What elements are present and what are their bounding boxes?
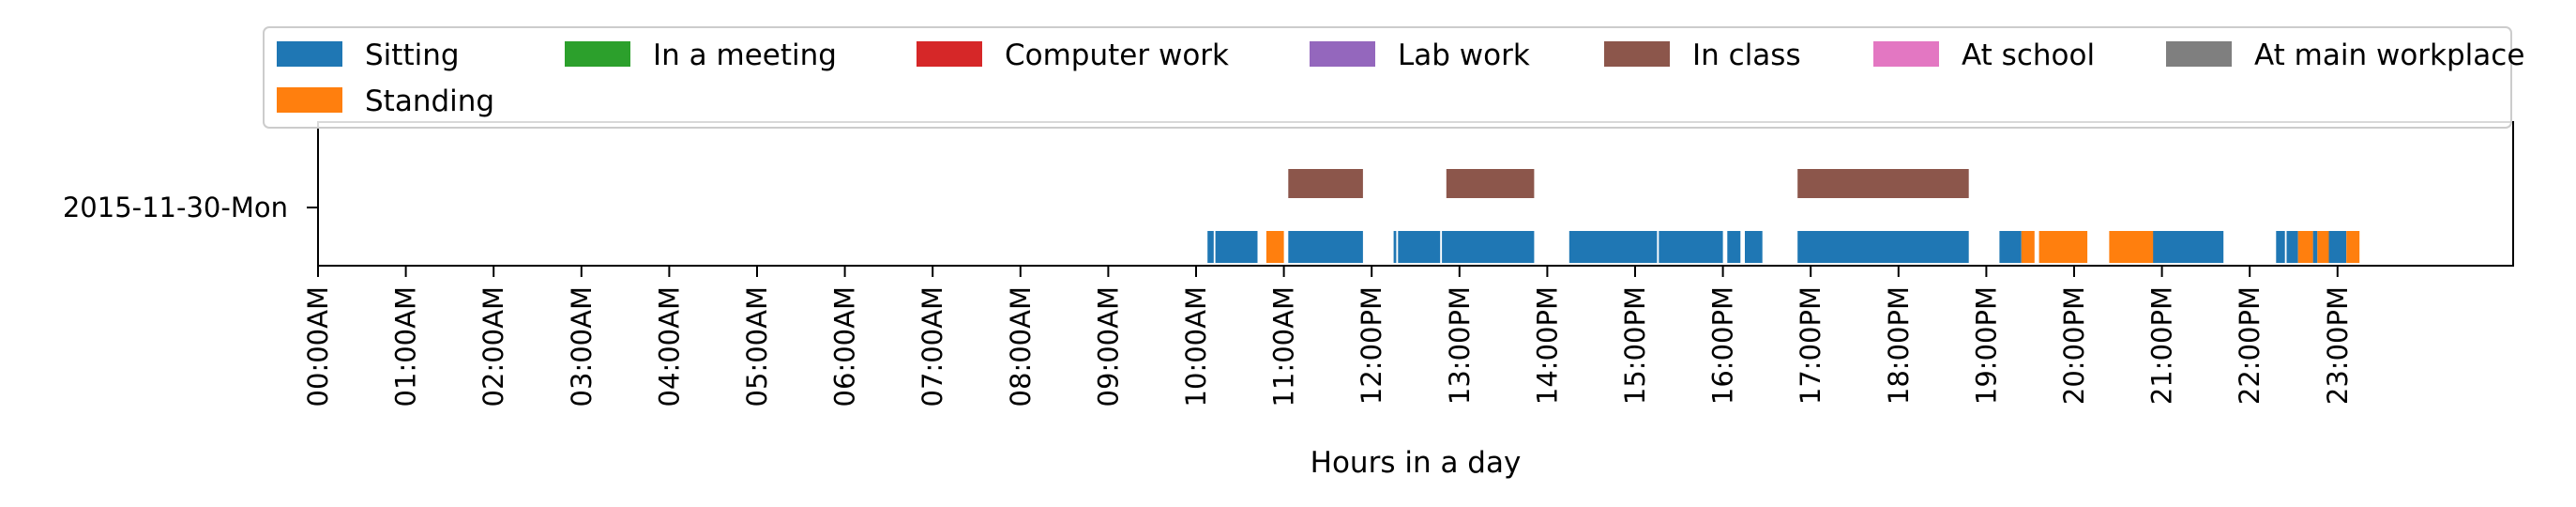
legend-label: At main workplace bbox=[2254, 38, 2524, 72]
legend-swatch bbox=[2166, 41, 2232, 67]
x-tick-label: 03:00AM bbox=[566, 286, 598, 407]
bar-standing-0 bbox=[1265, 231, 1284, 263]
legend-label: Lab work bbox=[1398, 38, 1530, 72]
y-tick-label: 2015-11-30-Mon bbox=[63, 192, 288, 223]
legend: Sitting Standing In a meeting Computer work… bbox=[263, 26, 2524, 129]
x-axis-ticks: 00:00AM 01:00AM 02:00AM 03:00AM 04:00AM 05:00… bbox=[302, 266, 2354, 407]
legend-label: In a meeting bbox=[653, 38, 837, 72]
x-tick-label: 08:00AM bbox=[1005, 286, 1037, 407]
bar-standing-6 bbox=[2346, 231, 2360, 263]
bar-sitting-8 bbox=[1727, 231, 1741, 263]
bar-standing-5 bbox=[2317, 231, 2329, 263]
x-axis-label: Hours in a day bbox=[1311, 446, 1522, 480]
x-tick-label: 10:00AM bbox=[1180, 286, 1212, 407]
x-tick-label: 12:00PM bbox=[1356, 286, 1387, 405]
legend-swatch bbox=[917, 41, 982, 67]
legend-swatch bbox=[277, 87, 342, 113]
bar-standing-4 bbox=[2297, 231, 2313, 263]
x-tick-label: 07:00AM bbox=[917, 286, 948, 407]
legend-label: Sitting bbox=[365, 38, 460, 72]
bar-sitting-12 bbox=[2148, 231, 2224, 263]
legend-label: In class bbox=[1692, 38, 1801, 72]
x-tick-label: 23:00PM bbox=[2322, 286, 2354, 405]
legend-label: At school bbox=[1962, 38, 2095, 72]
bar-in-class-0 bbox=[1288, 169, 1363, 198]
bar-sitting-14 bbox=[2286, 231, 2298, 263]
x-tick-label: 02:00AM bbox=[477, 286, 509, 407]
x-tick-label: 01:00AM bbox=[390, 286, 422, 407]
bar-sitting-13 bbox=[2276, 231, 2285, 263]
bar-standing-3 bbox=[2109, 231, 2154, 263]
legend-swatch bbox=[277, 41, 342, 67]
x-tick-label: 19:00PM bbox=[1970, 286, 2002, 405]
x-tick-label: 04:00AM bbox=[653, 286, 685, 407]
bar-sitting-6 bbox=[1568, 231, 1658, 263]
legend-swatch bbox=[1310, 41, 1375, 67]
bar-sitting-15 bbox=[2312, 231, 2318, 263]
bar-sitting-5 bbox=[1442, 231, 1535, 263]
x-tick-label: 06:00AM bbox=[829, 286, 861, 407]
x-tick-label: 20:00PM bbox=[2058, 286, 2090, 405]
bar-standing-1 bbox=[2021, 231, 2035, 263]
bar-sitting-9 bbox=[1745, 231, 1763, 263]
y-axis-ticks: 2015-11-30-Mon bbox=[63, 192, 318, 223]
bar-sitting-11 bbox=[1999, 231, 2022, 263]
x-tick-label: 21:00PM bbox=[2146, 286, 2178, 405]
x-tick-label: 00:00AM bbox=[302, 286, 334, 407]
bar-sitting-10 bbox=[1797, 231, 1969, 263]
legend-box bbox=[263, 26, 2512, 129]
x-tick-label: 17:00PM bbox=[1795, 286, 1826, 405]
x-tick-label: 16:00PM bbox=[1707, 286, 1739, 405]
x-tick-label: 14:00PM bbox=[1531, 286, 1563, 405]
bar-sitting-2 bbox=[1288, 231, 1363, 263]
bar-in-class-2 bbox=[1797, 169, 1969, 198]
bar-sitting-1 bbox=[1215, 231, 1258, 263]
legend-label: Standing bbox=[365, 84, 494, 118]
bar-sitting-16 bbox=[2328, 231, 2347, 263]
x-tick-label: 22:00PM bbox=[2234, 286, 2265, 405]
bar-sitting-7 bbox=[1659, 231, 1723, 263]
x-tick-label: 15:00PM bbox=[1619, 286, 1651, 405]
legend-swatch bbox=[1873, 41, 1939, 67]
bar-standing-2 bbox=[2038, 231, 2088, 263]
bar-sitting-3 bbox=[1393, 231, 1397, 263]
x-tick-label: 05:00AM bbox=[741, 286, 773, 407]
legend-swatch bbox=[565, 41, 630, 67]
x-tick-label: 18:00PM bbox=[1883, 286, 1915, 405]
activity-bars bbox=[1207, 169, 2360, 263]
bar-sitting-4 bbox=[1398, 231, 1441, 263]
x-tick-label: 09:00AM bbox=[1092, 286, 1124, 407]
bar-sitting-0 bbox=[1207, 231, 1214, 263]
x-tick-label: 11:00AM bbox=[1268, 286, 1300, 407]
legend-label: Computer work bbox=[1005, 38, 1229, 72]
legend-swatch bbox=[1604, 41, 1670, 67]
bar-in-class-1 bbox=[1446, 169, 1535, 198]
x-tick-label: 13:00PM bbox=[1444, 286, 1476, 405]
